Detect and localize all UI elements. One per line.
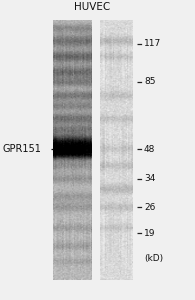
Text: 19: 19 [144,229,155,238]
Text: 34: 34 [144,174,155,183]
Text: 26: 26 [144,203,155,212]
Text: (kD): (kD) [144,254,163,263]
Text: 117: 117 [144,39,161,48]
Text: 48: 48 [144,145,155,154]
Text: 85: 85 [144,77,155,86]
Text: GPR151: GPR151 [3,144,42,154]
Text: HUVEC: HUVEC [74,2,110,12]
